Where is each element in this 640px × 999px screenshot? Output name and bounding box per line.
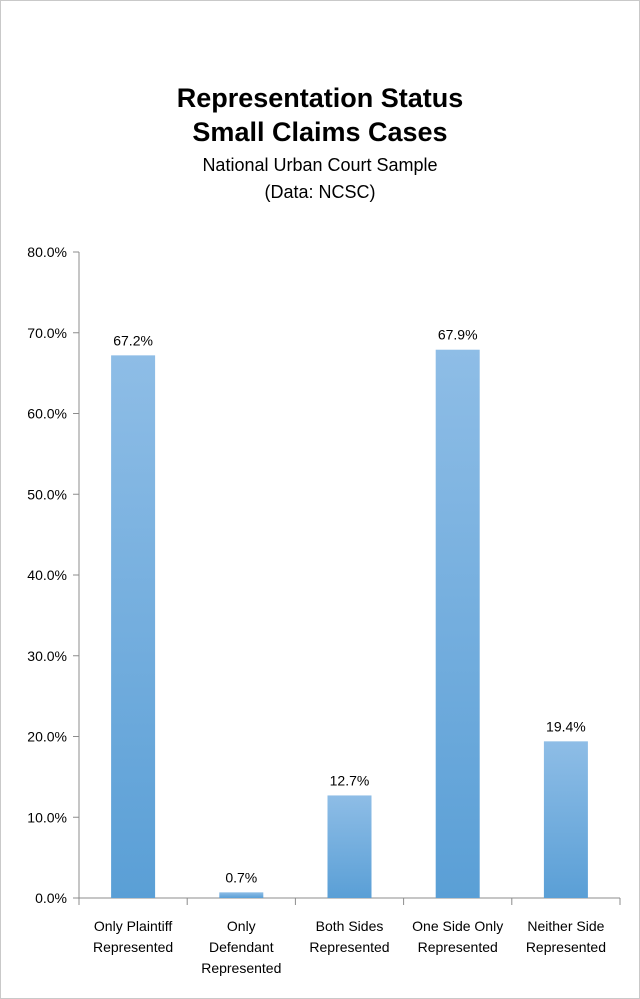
x-tick-label: Defendant: [209, 939, 274, 955]
x-tick-label: Represented: [93, 939, 173, 955]
data-label: 0.7%: [225, 869, 257, 885]
y-tick-label: 10.0%: [27, 809, 67, 825]
data-label: 12.7%: [330, 772, 370, 788]
x-tick-label: One Side Only: [412, 918, 503, 934]
chart-subtitle-line-2: (Data: NCSC): [264, 182, 376, 202]
data-label: 67.9%: [438, 327, 478, 343]
x-tick-label: Only: [227, 918, 256, 934]
x-tick-label: Both Sides: [316, 918, 384, 934]
chart-subtitle-line-1: National Urban Court Sample: [202, 155, 438, 175]
bar: [219, 892, 264, 898]
x-tick-label: Represented: [418, 939, 498, 955]
y-tick-label: 0.0%: [35, 890, 67, 906]
x-tick-label: Neither Side: [527, 918, 604, 934]
chart-title-line-2: Small Claims Cases: [192, 117, 448, 147]
y-tick-label: 50.0%: [27, 486, 67, 502]
bar: [543, 741, 588, 898]
y-tick-label: 70.0%: [27, 325, 67, 341]
chart-title-line-1: Representation Status: [176, 83, 464, 113]
y-tick-label: 30.0%: [27, 648, 67, 664]
data-label: 67.2%: [113, 332, 153, 348]
bar: [435, 349, 480, 898]
data-label: 19.4%: [546, 718, 586, 734]
x-tick-label: Represented: [201, 960, 281, 976]
y-tick-label: 60.0%: [27, 406, 67, 422]
x-tick-label: Represented: [526, 939, 606, 955]
bar: [327, 795, 372, 898]
y-tick-label: 80.0%: [27, 244, 67, 260]
x-tick-label: Only Plaintiff: [94, 918, 172, 934]
bar: [111, 355, 156, 898]
y-tick-label: 20.0%: [27, 729, 67, 745]
y-tick-label: 40.0%: [27, 567, 67, 583]
x-tick-label: Represented: [309, 939, 389, 955]
